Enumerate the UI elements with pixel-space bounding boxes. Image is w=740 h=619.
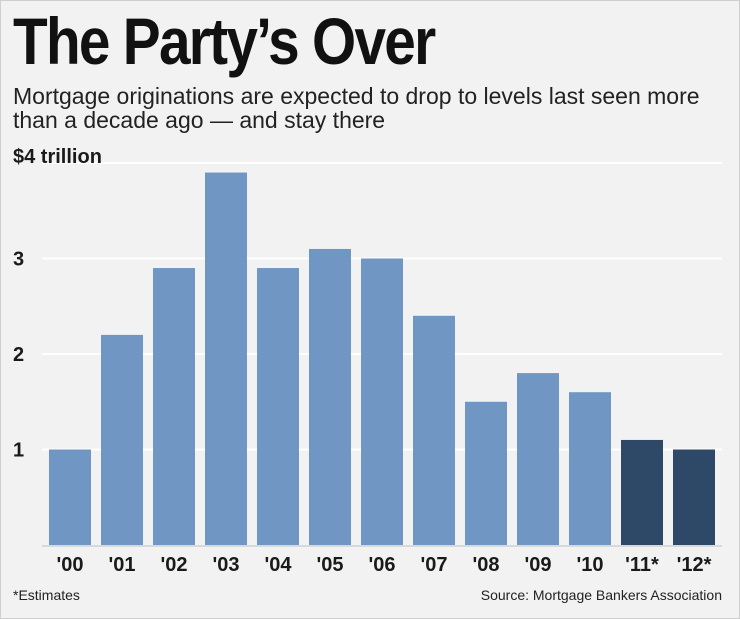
bar: [621, 439, 663, 545]
chart-subtitle: Mortgage originations are expected to dr…: [13, 83, 700, 133]
x-tick-label: '08: [472, 554, 499, 576]
bar: [153, 268, 195, 545]
estimates-footnote: *Estimates: [13, 587, 80, 603]
x-axis-labels: '00 '01 '02 '03 '04 '05 '06 '07 '08 '09 '10 '11* '12…: [56, 554, 711, 576]
bar: [361, 258, 403, 545]
x-tick-label: '02: [160, 554, 187, 576]
bar: [465, 401, 507, 545]
chart-title: The Party’s Over: [13, 4, 436, 78]
y-tick-label: $4 trillion: [13, 146, 102, 168]
bar: [569, 392, 611, 545]
bar: [205, 172, 247, 546]
x-tick-label: '07: [420, 554, 447, 576]
bar: [101, 334, 143, 545]
y-tick-label: 2: [13, 344, 24, 366]
x-tick-label: '05: [316, 554, 343, 576]
x-tick-label: '09: [524, 554, 551, 576]
bar: [309, 248, 351, 545]
x-tick-label: '06: [368, 554, 395, 576]
x-tick-label: '10: [576, 554, 603, 576]
x-tick-label: '01: [108, 554, 135, 576]
bar: [49, 449, 91, 545]
y-axis-labels: $4 trillion 3 2 1: [13, 146, 102, 462]
bar: [257, 268, 299, 545]
y-tick-label: 1: [13, 440, 24, 462]
bars: [49, 172, 715, 546]
x-tick-label: '11*: [625, 554, 659, 576]
source-note: Source: Mortgage Bankers Association: [480, 587, 722, 603]
x-tick-label: '03: [212, 554, 239, 576]
bar: [413, 315, 455, 545]
x-tick-label: '00: [56, 554, 83, 576]
y-tick-label: 3: [13, 249, 24, 271]
x-tick-label: '04: [264, 554, 292, 576]
x-tick-label: '12*: [677, 554, 712, 576]
bar: [673, 449, 715, 545]
bar: [517, 373, 559, 545]
